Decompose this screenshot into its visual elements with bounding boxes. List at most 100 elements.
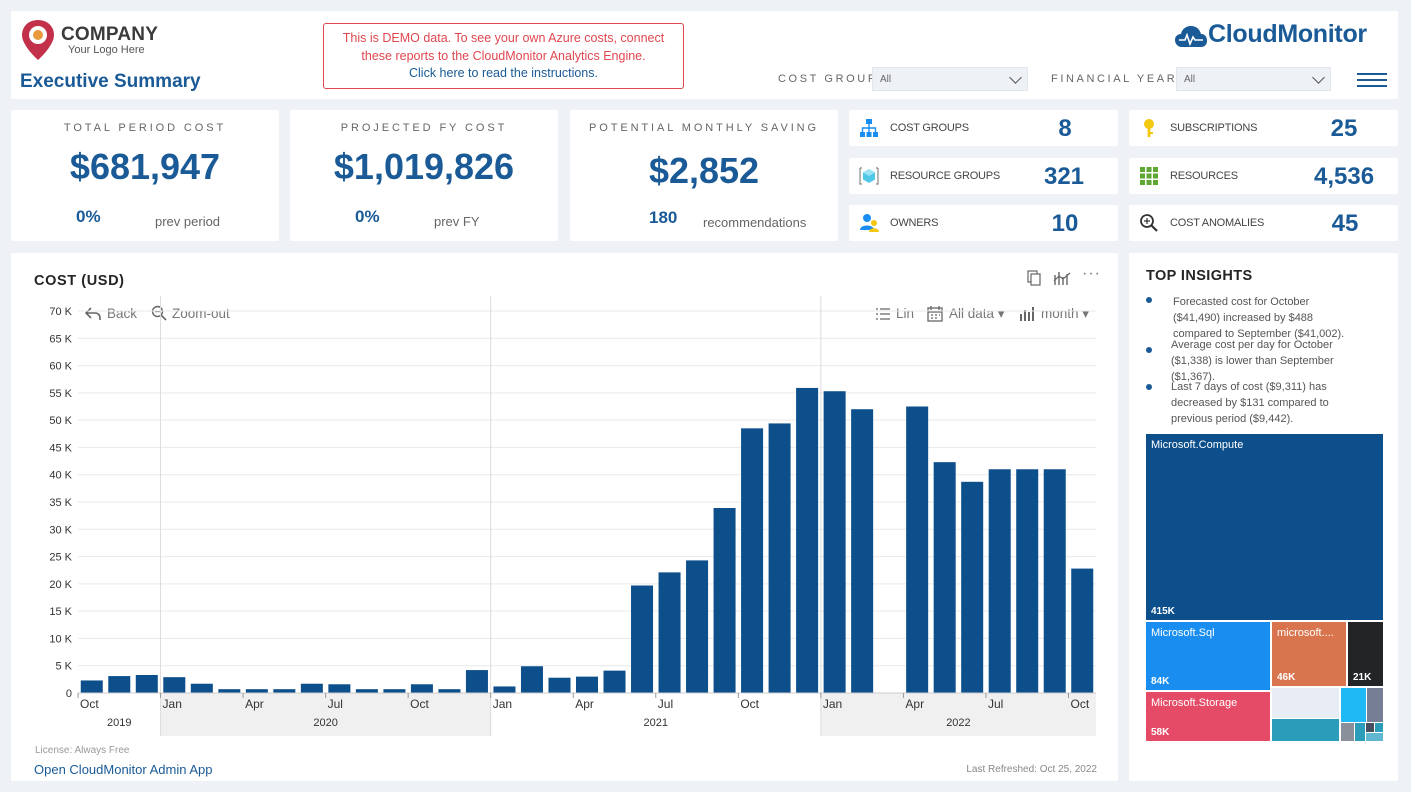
cost-bar[interactable] bbox=[465, 670, 488, 693]
zoom-out-button[interactable]: Zoom-out bbox=[172, 306, 230, 321]
cost-bar[interactable] bbox=[741, 428, 764, 693]
treemap-tile[interactable] bbox=[1367, 688, 1383, 722]
y-tick-label: 20 K bbox=[49, 579, 72, 591]
granularity-label: month bbox=[1041, 306, 1079, 321]
cost-bar[interactable] bbox=[796, 387, 819, 693]
back-arrow-icon[interactable] bbox=[85, 305, 101, 321]
treemap-tile[interactable]: 21K bbox=[1348, 622, 1383, 686]
count-value: 45 bbox=[1331, 210, 1359, 237]
cost-bar[interactable] bbox=[520, 666, 543, 693]
treemap-tile[interactable] bbox=[1272, 688, 1339, 718]
cost-bar[interactable] bbox=[163, 677, 186, 693]
cost-bar[interactable] bbox=[493, 686, 516, 693]
cost-group-label: COST GROUP bbox=[778, 73, 878, 85]
count-card-cost-groups[interactable]: COST GROUPS 8 bbox=[849, 110, 1118, 146]
cost-group-dropdown[interactable]: All bbox=[872, 67, 1028, 91]
cost-bar[interactable] bbox=[383, 689, 406, 693]
kpi-value: $1,019,826 bbox=[333, 146, 515, 187]
calendar-icon[interactable] bbox=[927, 306, 943, 322]
cloud-icon bbox=[1175, 26, 1207, 47]
treemap-tile[interactable]: Microsoft.Storage 58K bbox=[1146, 692, 1270, 741]
cost-bar[interactable] bbox=[988, 469, 1011, 693]
y-tick-label: 55 K bbox=[49, 388, 72, 400]
treemap-tile[interactable] bbox=[1366, 733, 1383, 741]
more-options-icon[interactable]: ··· bbox=[1082, 265, 1101, 282]
treemap-tile[interactable] bbox=[1341, 688, 1366, 722]
count-card-subscriptions[interactable]: SUBSCRIPTIONS 25 bbox=[1129, 110, 1398, 146]
cost-bar[interactable] bbox=[410, 684, 433, 693]
cost-bar[interactable] bbox=[575, 676, 599, 693]
cost-bar[interactable] bbox=[80, 680, 103, 693]
cost-bar[interactable] bbox=[686, 560, 709, 693]
y-tick-label: 70 K bbox=[49, 306, 72, 318]
treemap-tile[interactable] bbox=[1272, 719, 1339, 741]
cost-bar[interactable] bbox=[1016, 469, 1039, 693]
cost-bar[interactable] bbox=[933, 462, 956, 693]
count-card-resource-groups[interactable]: RESOURCE GROUPS 321 bbox=[849, 158, 1118, 194]
demo-notice: This is DEMO data. To see your own Azure… bbox=[323, 23, 684, 89]
cost-bar[interactable] bbox=[438, 689, 461, 693]
insight-item: Last 7 days of cost ($9,311) has decreas… bbox=[1171, 381, 1329, 425]
count-card-resources[interactable]: RESOURCES 4,536 bbox=[1129, 158, 1398, 194]
copy-icon[interactable] bbox=[1026, 270, 1042, 286]
scale-toggle[interactable]: Lin bbox=[896, 306, 915, 321]
cost-bar[interactable] bbox=[658, 572, 681, 693]
cost-bar[interactable] bbox=[548, 677, 571, 693]
treemap-tile[interactable]: microsoft.... 46K bbox=[1272, 622, 1346, 686]
cost-bar[interactable] bbox=[768, 423, 791, 693]
admin-app-link[interactable]: Open CloudMonitor Admin App bbox=[34, 762, 213, 777]
cost-bar[interactable] bbox=[906, 406, 929, 694]
cost-bar[interactable] bbox=[713, 508, 736, 693]
x-tick-label: Apr bbox=[575, 697, 594, 711]
tile-label: Microsoft.Compute bbox=[1151, 439, 1244, 451]
insights-title: TOP INSIGHTS bbox=[1146, 268, 1253, 284]
year-band bbox=[160, 693, 491, 736]
count-label: COST ANOMALIES bbox=[1170, 217, 1265, 229]
count-card-owners[interactable]: OWNERS 10 bbox=[849, 205, 1118, 241]
cost-bar[interactable] bbox=[245, 689, 268, 693]
count-value: 4,536 bbox=[1314, 163, 1375, 190]
cost-bar[interactable] bbox=[300, 683, 323, 693]
granularity-dropdown[interactable]: month ▾ bbox=[1041, 306, 1090, 321]
count-value: 8 bbox=[1058, 115, 1072, 142]
back-button[interactable]: Back bbox=[107, 306, 138, 321]
cost-bar[interactable] bbox=[631, 585, 654, 693]
brand-name: CloudMonitor bbox=[1208, 20, 1367, 48]
list-icon[interactable] bbox=[876, 307, 890, 321]
cost-bar[interactable] bbox=[1071, 568, 1094, 693]
demo-notice-line-2: these reports to the CloudMonitor Analyt… bbox=[361, 48, 646, 63]
cost-bar[interactable] bbox=[851, 409, 874, 693]
cost-bar[interactable] bbox=[108, 676, 131, 693]
menu-icon[interactable] bbox=[1357, 73, 1387, 89]
cost-bar[interactable] bbox=[1043, 469, 1066, 693]
bar-chart-icon[interactable] bbox=[1019, 306, 1035, 322]
x-tick-label: Oct bbox=[1070, 697, 1089, 711]
count-card-cost-anomalies[interactable]: COST ANOMALIES 45 bbox=[1129, 205, 1398, 241]
cost-bar[interactable] bbox=[823, 391, 846, 693]
page-title: Executive Summary bbox=[20, 71, 201, 92]
cost-bar[interactable] bbox=[961, 481, 984, 693]
y-tick-label: 30 K bbox=[49, 524, 72, 536]
cost-bar[interactable] bbox=[218, 689, 241, 693]
treemap-tile[interactable] bbox=[1375, 723, 1383, 732]
count-label: RESOURCES bbox=[1170, 170, 1238, 182]
financial-year-value: All bbox=[1184, 74, 1196, 85]
cost-bar[interactable] bbox=[273, 689, 296, 693]
treemap-tile[interactable] bbox=[1366, 723, 1374, 732]
insight-item: Average cost per day for October ($1,338… bbox=[1171, 339, 1334, 383]
recommendations-label: recommendations bbox=[703, 215, 807, 230]
financial-year-label: FINANCIAL YEAR bbox=[1051, 73, 1178, 85]
instructions-link[interactable]: Click here to read the instructions. bbox=[409, 66, 598, 80]
treemap-tile[interactable]: Microsoft.Compute 415K bbox=[1146, 434, 1383, 620]
cost-bar[interactable] bbox=[328, 684, 351, 693]
cost-bar[interactable] bbox=[355, 689, 378, 693]
treemap-tile[interactable]: Microsoft.Sql 84K bbox=[1146, 622, 1270, 690]
cost-bar[interactable] bbox=[190, 683, 213, 693]
treemap-tile[interactable] bbox=[1341, 723, 1354, 741]
treemap-tile[interactable] bbox=[1355, 723, 1365, 741]
range-dropdown[interactable]: All data ▾ bbox=[949, 306, 1005, 321]
financial-year-dropdown[interactable]: All bbox=[1176, 67, 1331, 91]
chart-analytics-icon[interactable] bbox=[1053, 270, 1071, 286]
cost-bar[interactable] bbox=[603, 670, 626, 693]
cost-bar[interactable] bbox=[135, 674, 158, 693]
